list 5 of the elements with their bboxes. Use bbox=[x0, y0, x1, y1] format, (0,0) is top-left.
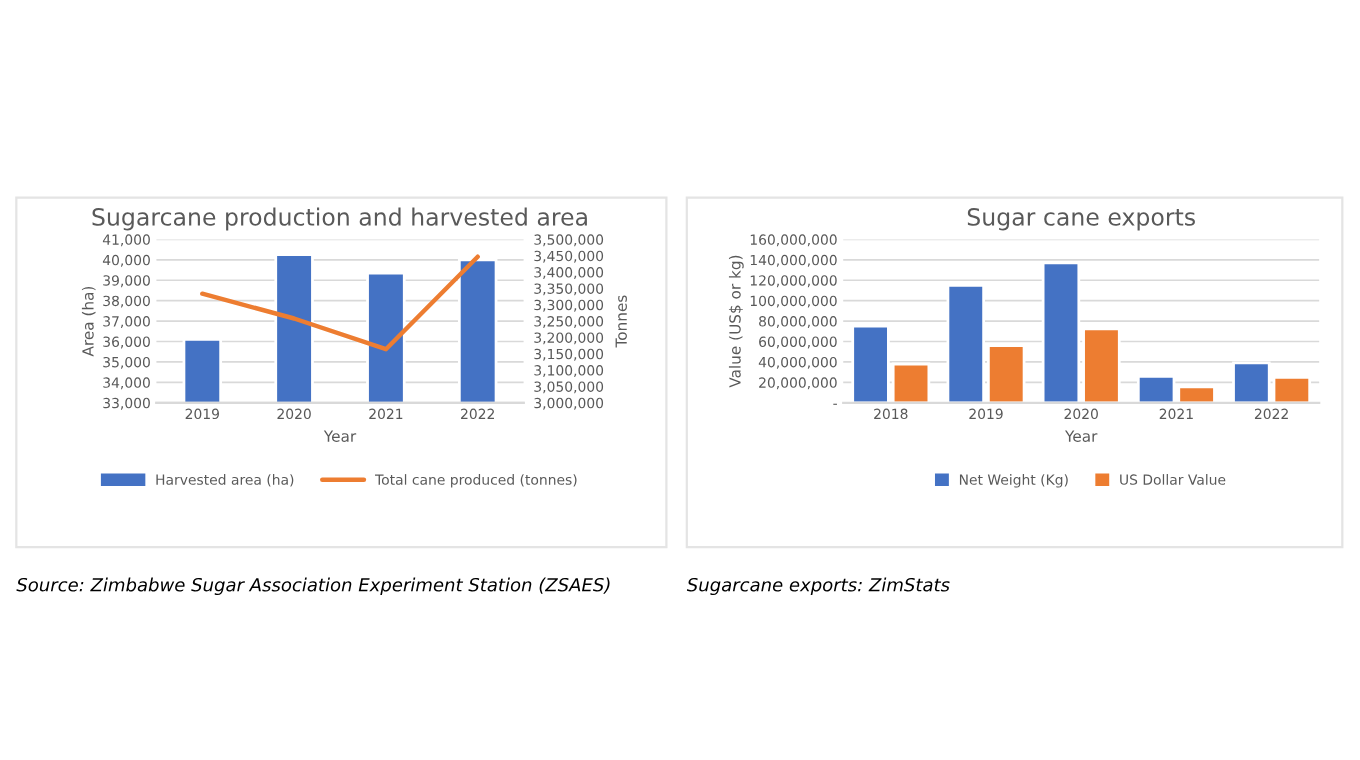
source-note: Source: Zimbabwe Sugar Association Experiment Station (ZSAES) bbox=[16, 577, 610, 596]
chart-title: Sugarcane production and harvested area bbox=[92, 207, 587, 231]
text: Sugarcane exports: ZimStats bbox=[686, 577, 950, 596]
line-series bbox=[200, 254, 480, 352]
chart-title: Sugar cane exports bbox=[967, 207, 1195, 231]
